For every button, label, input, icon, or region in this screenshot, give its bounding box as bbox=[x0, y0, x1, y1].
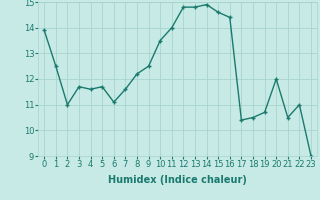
X-axis label: Humidex (Indice chaleur): Humidex (Indice chaleur) bbox=[108, 175, 247, 185]
